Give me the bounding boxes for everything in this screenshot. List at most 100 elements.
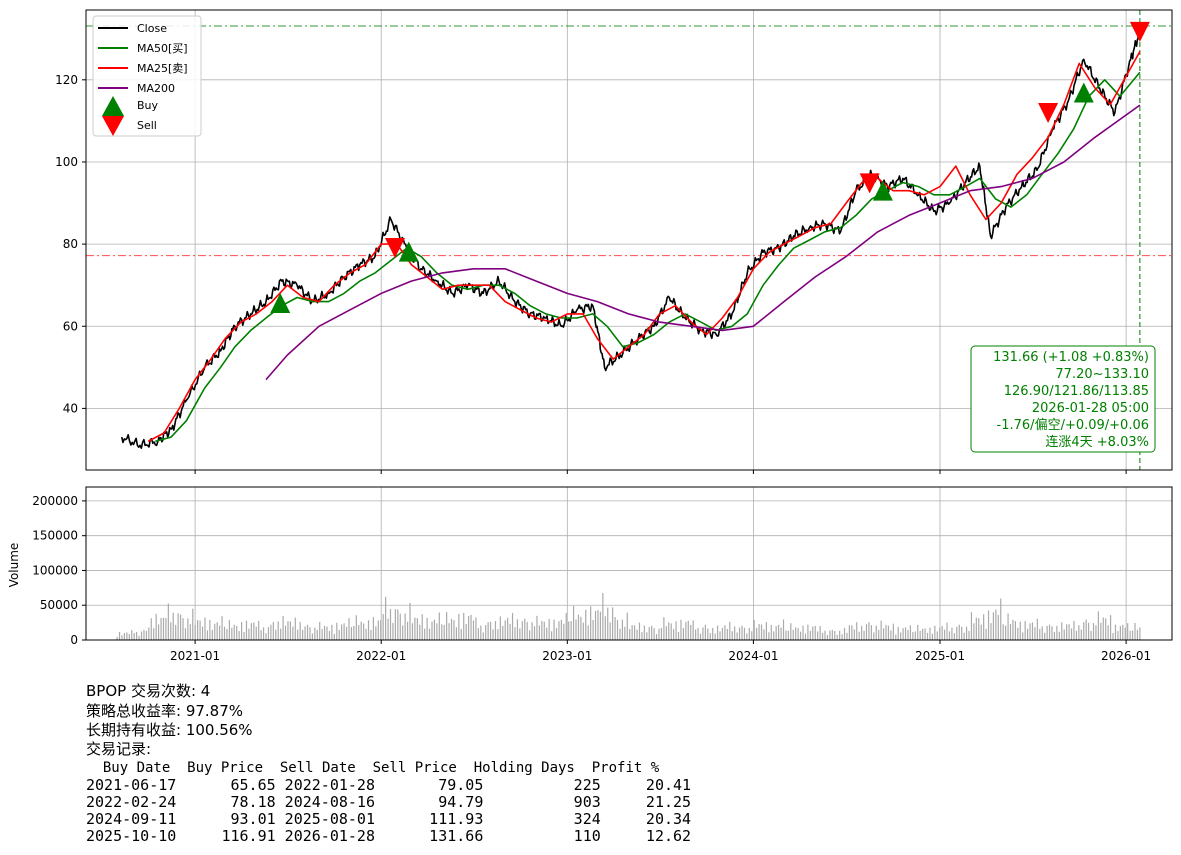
- volume-bar: [270, 624, 272, 640]
- volume-bar: [753, 619, 755, 640]
- x-tick-label: 2023-01: [542, 649, 592, 663]
- volume-bar: [624, 626, 626, 640]
- volume-bar: [900, 632, 902, 640]
- volume-bar: [211, 629, 213, 640]
- volume-bar: [885, 624, 887, 640]
- volume-bar: [140, 631, 143, 640]
- volume-bar: [316, 629, 318, 640]
- volume-bar: [529, 630, 531, 640]
- volume-bar: [504, 620, 506, 640]
- volume-bar: [880, 620, 882, 640]
- volume-bar: [499, 616, 501, 640]
- volume-bar: [587, 625, 589, 640]
- price-annotation-box: 131.66 (+1.08 +0.83%) 77.20~133.10 126.9…: [970, 345, 1156, 453]
- volume-bar: [219, 625, 221, 640]
- volume-bar: [751, 631, 753, 640]
- volume-bar: [846, 632, 848, 640]
- volume-bar: [121, 635, 123, 640]
- volume-bar: [470, 614, 472, 640]
- volume-bar: [1073, 620, 1075, 640]
- volume-bar: [660, 627, 663, 640]
- volume-bar: [399, 613, 401, 640]
- volume-bar: [521, 621, 523, 640]
- volume-bar: [450, 618, 453, 640]
- volume-bar: [128, 634, 130, 640]
- volume-bar: [599, 611, 602, 640]
- volume-bar: [353, 625, 355, 640]
- volume-bar: [863, 630, 865, 640]
- volume-bar: [485, 625, 487, 640]
- volume-bar: [492, 629, 494, 640]
- volume-bars: [116, 592, 1141, 640]
- legend-buy-marker: [102, 96, 124, 116]
- volume-bar: [514, 627, 516, 640]
- volume-bar: [814, 625, 816, 640]
- volume-bar: [592, 620, 594, 640]
- volume-bar: [194, 624, 196, 640]
- volume-bar: [416, 618, 418, 640]
- volume-bar: [648, 627, 650, 640]
- volume-bar: [729, 621, 731, 640]
- volume-bar: [145, 630, 147, 640]
- volume-bar: [392, 622, 394, 640]
- volume-bar: [1095, 625, 1097, 640]
- volume-bar: [277, 621, 279, 640]
- volume-bar: [138, 635, 140, 640]
- volume-bar: [443, 624, 445, 640]
- annotation-line-4: 2026-01-28 05:00: [1032, 401, 1149, 416]
- volume-bar: [746, 633, 748, 640]
- volume-bar: [897, 626, 899, 640]
- volume-bar: [238, 631, 240, 640]
- volume-bar: [983, 614, 985, 640]
- volume-bar: [170, 622, 172, 640]
- volume-bar: [377, 620, 379, 640]
- volume-bar: [670, 623, 672, 640]
- volume-bar: [594, 611, 597, 640]
- volume-bar: [1127, 623, 1129, 640]
- volume-bar: [843, 628, 846, 640]
- volume-bar: [550, 631, 553, 640]
- volume-bar: [157, 624, 160, 640]
- volume-bar: [985, 628, 987, 640]
- trade-table-row: 2021-06-17 65.65 2022-01-28 79.05 225 20…: [86, 776, 692, 794]
- volume-bar: [143, 629, 145, 640]
- volume-bar: [773, 631, 775, 640]
- volume-bar: [736, 632, 738, 640]
- volume-bar: [890, 630, 892, 640]
- volume-bar: [1119, 625, 1121, 640]
- volume-bar: [1024, 621, 1026, 640]
- volume-bar: [555, 628, 558, 640]
- x-tick-label: 2024-01: [728, 649, 778, 663]
- volume-bar: [685, 621, 687, 640]
- volume-bar: [519, 628, 521, 640]
- volume-bar: [133, 633, 135, 640]
- volume-bar: [997, 615, 999, 640]
- volume-tick-label: 0: [70, 633, 78, 647]
- volume-bar: [607, 607, 609, 640]
- volume-bar: [489, 621, 492, 640]
- trade-count: BPOP 交易次数: 4: [86, 682, 211, 700]
- volume-axes-frame: [85, 486, 1173, 641]
- volume-bar: [1131, 630, 1134, 640]
- volume-bar: [797, 628, 799, 640]
- volume-bar: [738, 627, 741, 640]
- volume-bar: [582, 622, 584, 640]
- volume-bar: [536, 615, 538, 640]
- price-tick-label: 40: [63, 401, 78, 415]
- volume-bar: [695, 629, 697, 640]
- volume-bar: [480, 625, 482, 640]
- legend: Close MA50[买] MA25[卖] MA200 Buy Sell: [92, 15, 202, 137]
- volume-bar: [375, 626, 377, 640]
- volume-bar: [734, 626, 736, 640]
- volume-bar: [743, 627, 746, 640]
- volume-bar: [922, 628, 924, 640]
- volume-bar: [1083, 622, 1085, 640]
- volume-bar: [192, 608, 194, 640]
- volume-bar: [333, 633, 335, 640]
- volume-bar: [533, 626, 536, 640]
- x-ticks: 2021-01 2022-01 2023-01 2024-01 2025-01 2026-…: [170, 470, 1151, 663]
- volume-bar: [262, 627, 265, 640]
- volume-bar: [1007, 613, 1009, 640]
- volume-bar: [1022, 632, 1024, 640]
- volume-bar: [1041, 626, 1043, 640]
